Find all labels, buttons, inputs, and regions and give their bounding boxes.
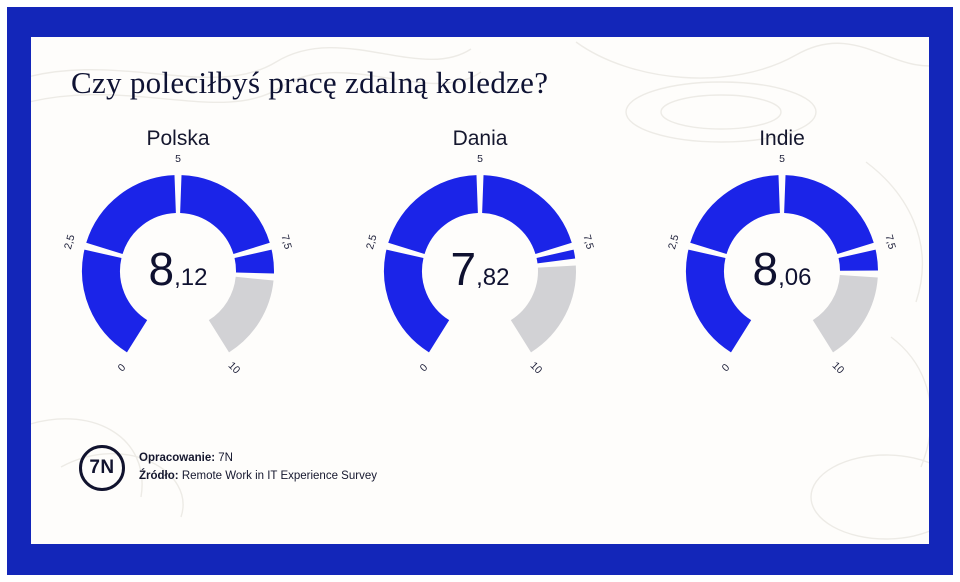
gauge-tick-label: 7,5 (581, 233, 596, 250)
credit-line-1-value: 7N (218, 452, 233, 465)
gauge-tick-label: 10 (830, 360, 847, 377)
credit-line-2-label: Źródło: (139, 470, 179, 482)
gauge-tick-label: 7,5 (279, 233, 294, 250)
gauge-tick-label: 5 (477, 153, 483, 165)
gauge-indie: Indie 0 2,5 5 7,5 10 8,06 (657, 127, 907, 379)
gauge-value: 8,12 (149, 243, 208, 295)
infographic-card: Czy poleciłbyś pracę zdalną koledze? Pol… (31, 37, 929, 544)
gauge-tick-label: 5 (779, 153, 785, 165)
gauge-tick-label: 2,5 (364, 233, 379, 250)
footer: 7N Opracowanie: 7N Źródło: Remote Work i… (79, 445, 377, 491)
gauge-segment (234, 249, 274, 274)
gauge-country-label: Polska (146, 127, 210, 150)
gauge-segment (686, 249, 752, 353)
gauge-country-label: Indie (759, 127, 805, 150)
gauge-tick-label: 0 (720, 362, 733, 375)
credit-line-2-value: Remote Work in IT Experience Survey (181, 470, 377, 482)
chart-title: Czy poleciłbyś pracę zdalną koledze? (71, 65, 549, 100)
gauge-segment (384, 249, 450, 353)
credit-line-1: Opracowanie: 7N (139, 450, 377, 468)
gauge-segment (208, 275, 274, 353)
gauge-segment (82, 249, 148, 353)
gauge-country-label: Dania (452, 127, 508, 150)
gauge-segment (388, 175, 479, 255)
gauge-tick-label: 10 (528, 360, 545, 377)
gauge-segment (536, 249, 576, 264)
gauge-segment (86, 175, 177, 255)
gauge-tick-label: 5 (175, 153, 181, 165)
gauge-segment (179, 175, 270, 255)
gauge-segment (481, 175, 572, 255)
gauge-chart: 0 2,5 5 7,5 10 8,12 (62, 153, 294, 377)
gauge-segment (783, 175, 874, 255)
gauge-chart: 0 2,5 5 7,5 10 8,06 (666, 153, 898, 377)
gauge-segment (510, 265, 576, 353)
gauge-tick-label: 2,5 (62, 233, 77, 250)
credits: Opracowanie: 7N Źródło: Remote Work in I… (139, 450, 377, 486)
gauge-row: Polska 0 2,5 5 7,5 10 8,12 Dania 0 2,5 5 7,5 10 7,… (31, 127, 929, 379)
gauge-tick-label: 2,5 (666, 233, 681, 250)
credit-line-2: Źródło: Remote Work in IT Experience Sur… (139, 468, 377, 486)
7n-logo: 7N (79, 445, 125, 491)
gauge-value: 8,06 (753, 243, 812, 295)
gauge-segment (838, 249, 878, 272)
gauge-dania: Dania 0 2,5 5 7,5 10 7,82 (355, 127, 605, 379)
gauge-tick-label: 7,5 (883, 233, 898, 250)
gauge-value: 7,82 (451, 243, 510, 295)
gauge-segment (690, 175, 781, 255)
gauge-segment (812, 274, 878, 353)
gauge-chart: 0 2,5 5 7,5 10 7,82 (364, 153, 596, 377)
credit-line-1-label: Opracowanie: (139, 452, 216, 465)
gauge-tick-label: 10 (226, 360, 243, 377)
gauge-tick-label: 0 (418, 362, 431, 375)
gauge-polska: Polska 0 2,5 5 7,5 10 8,12 (53, 127, 303, 379)
gauge-tick-label: 0 (116, 362, 129, 375)
